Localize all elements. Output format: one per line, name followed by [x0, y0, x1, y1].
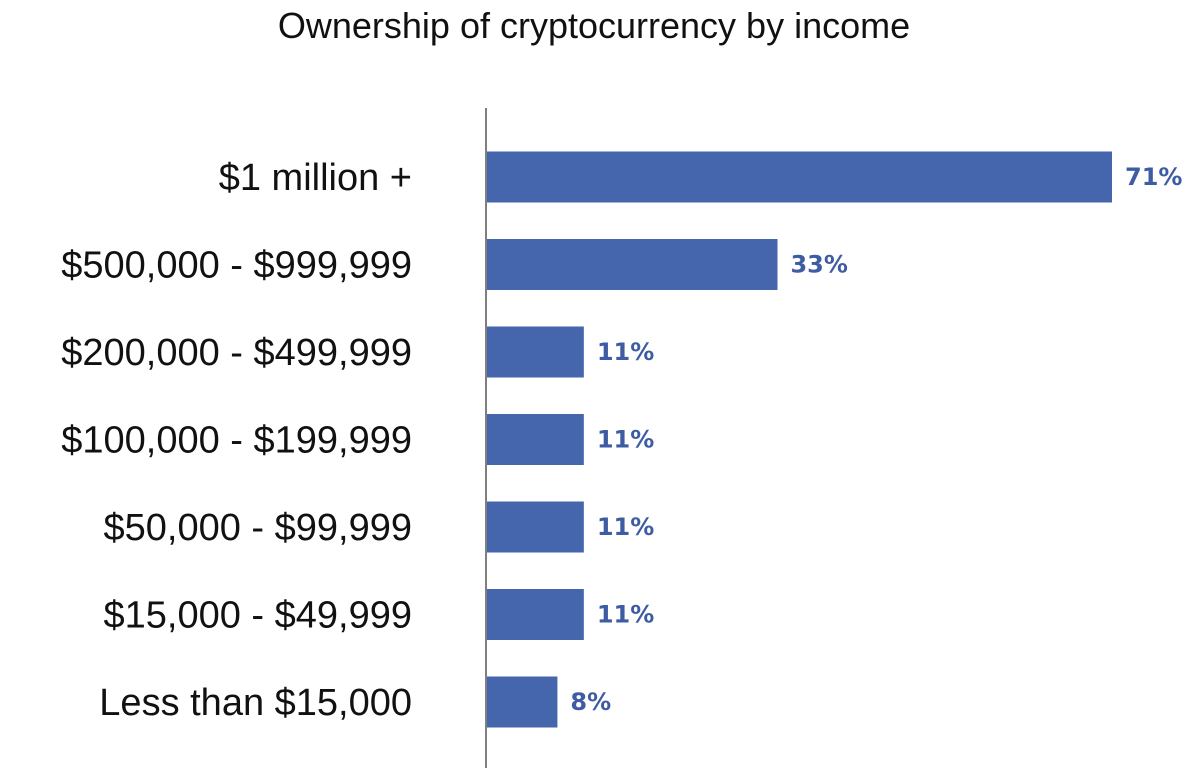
category-label: Less than $15,000: [99, 682, 412, 724]
value-label: 11%: [597, 426, 654, 454]
value-label: 71%: [1125, 163, 1182, 191]
category-label: $15,000 - $49,999: [104, 595, 413, 637]
bar: [487, 151, 1112, 203]
value-label: 8%: [570, 688, 611, 716]
bar: [487, 501, 584, 553]
value-label: 11%: [597, 513, 654, 541]
category-label: $1 million +: [219, 157, 412, 199]
value-label: 11%: [597, 601, 654, 629]
category-label: $500,000 - $999,999: [61, 245, 412, 287]
value-label: 33%: [790, 251, 847, 279]
bars-group: $1 million + 71% $500,000 - $999,999 33% $20…: [61, 151, 1182, 728]
category-label: $200,000 - $499,999: [61, 332, 412, 374]
bar: [487, 589, 584, 640]
category-label: $50,000 - $99,999: [104, 507, 413, 549]
bar: [487, 239, 778, 290]
bar: [487, 676, 558, 728]
value-label: 11%: [597, 338, 654, 366]
bar: [487, 414, 584, 465]
chart-title: Ownership of cryptocurrency by income: [278, 5, 910, 46]
category-label: $100,000 - $199,999: [61, 420, 412, 462]
bar: [487, 326, 584, 378]
